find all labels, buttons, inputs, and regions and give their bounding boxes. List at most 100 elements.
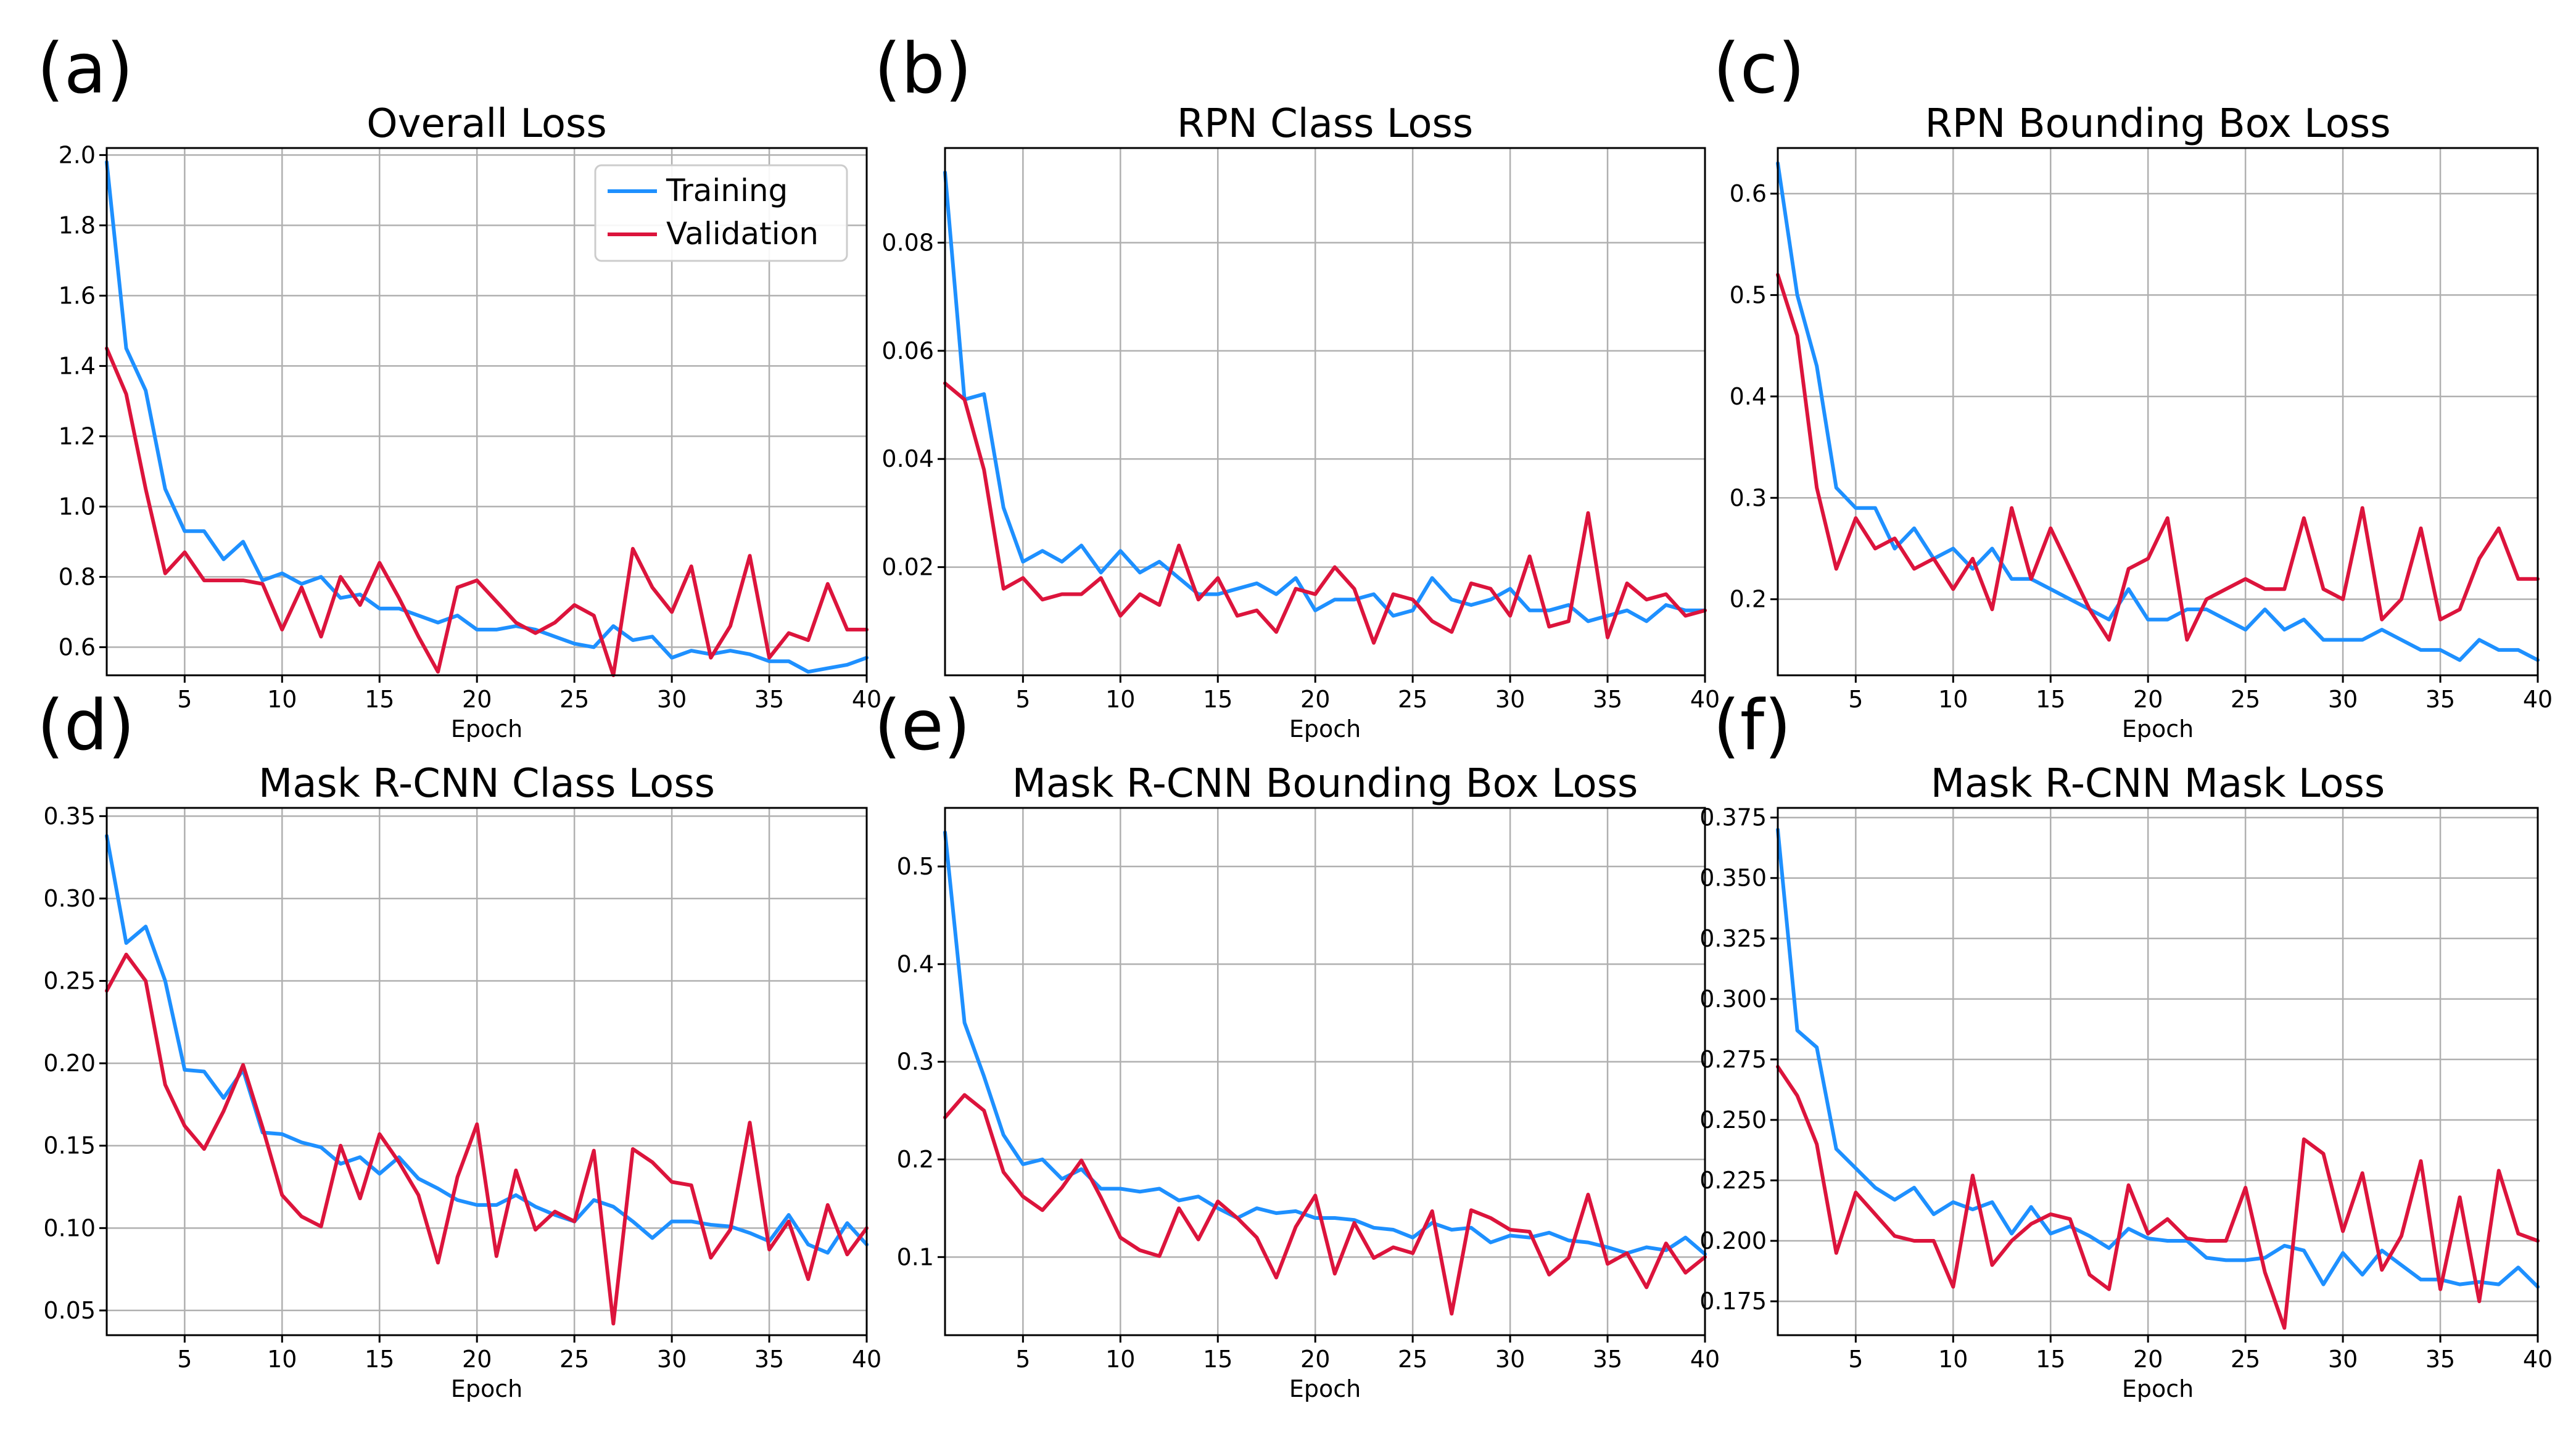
y-tick-label: 0.200 (1699, 1227, 1767, 1254)
panel-letter: (c) (1713, 29, 1805, 109)
x-axis-label: Epoch (451, 1375, 522, 1402)
x-tick-label: 35 (2425, 1346, 2455, 1373)
x-tick-label: 15 (2036, 686, 2065, 713)
x-tick-label: 5 (1015, 1346, 1030, 1373)
x-tick-label: 15 (1203, 1346, 1232, 1373)
y-tick-label: 0.2 (1730, 586, 1767, 613)
x-tick-label: 15 (2036, 1346, 2065, 1373)
x-tick-label: 30 (1495, 1346, 1525, 1373)
panel-a: 5 10 15 20 25 30 35 40 0.6 0.8 1.0 1.2 1.4 1.6 1.8 2.0 E… (37, 29, 881, 743)
validation-series-line (1776, 273, 2540, 642)
axes-frame (105, 807, 868, 1336)
y-tick-label: 0.15 (43, 1132, 96, 1159)
x-tick-label: 20 (462, 1346, 492, 1373)
y-tick-label: 0.30 (43, 885, 96, 912)
x-tick-label: 20 (1300, 1346, 1330, 1373)
y-tick-label: 1.0 (59, 493, 96, 520)
legend: Training Validation (594, 164, 848, 262)
x-tick-label: 10 (267, 686, 297, 713)
x-tick-label: 30 (657, 1346, 687, 1373)
y-tick-label: 1.2 (59, 422, 96, 450)
chart-title: Overall Loss (366, 101, 606, 147)
x-tick-label: 5 (1848, 686, 1863, 713)
x-tick-label: 40 (2523, 1346, 2553, 1373)
panel-letter: (e) (874, 686, 970, 766)
y-tick-label: 1.8 (59, 212, 96, 239)
x-tick-label: 25 (1398, 1346, 1427, 1373)
y-tick-label: 0.4 (897, 950, 934, 977)
x-tick-label: 30 (1495, 686, 1525, 713)
x-axis-label: Epoch (1289, 1375, 1361, 1402)
x-axis-label: Epoch (2122, 715, 2194, 743)
axes-frame (105, 147, 868, 677)
y-tick-label: 0.325 (1699, 925, 1767, 952)
y-tick-label: 0.350 (1699, 865, 1767, 892)
x-tick-label: 25 (2231, 1346, 2260, 1373)
y-tick-label: 0.5 (1730, 281, 1767, 308)
panel-c: 5 10 15 20 25 30 35 40 0.2 0.3 0.4 0.5 0.6 Epoch RPN B… (1713, 29, 2553, 743)
y-tick-label: 0.175 (1699, 1288, 1767, 1315)
chart-title: RPN Class Loss (1177, 101, 1473, 147)
y-tick-label: 0.225 (1699, 1167, 1767, 1194)
x-tick-label: 40 (852, 686, 881, 713)
y-tick-label: 0.5 (897, 853, 934, 880)
legend-validation-label: Validation (666, 216, 819, 252)
chart-title: Mask R-CNN Mask Loss (1931, 761, 2385, 807)
panel-letter: (b) (874, 29, 972, 109)
y-tick-label: 0.6 (59, 633, 96, 660)
y-tick-label: 0.25 (43, 968, 96, 995)
training-series-line (1776, 828, 2540, 1289)
x-tick-label: 35 (754, 686, 784, 713)
validation-series-line (105, 952, 869, 1326)
chart-title: RPN Bounding Box Loss (1925, 101, 2390, 147)
axes-frame (1777, 147, 2539, 677)
x-tick-label: 25 (559, 1346, 589, 1373)
x-tick-label: 10 (267, 1346, 297, 1373)
chart-title: Mask R-CNN Class Loss (258, 761, 715, 807)
y-tick-label: 0.250 (1699, 1106, 1767, 1134)
x-tick-label: 10 (1938, 1346, 1968, 1373)
y-tick-label: 0.20 (43, 1050, 96, 1077)
x-tick-label: 5 (1848, 1346, 1863, 1373)
x-tick-label: 15 (365, 686, 394, 713)
validation-series-line (105, 346, 869, 677)
x-tick-label: 5 (177, 1346, 192, 1373)
y-tick-label: 0.1 (897, 1243, 934, 1270)
x-tick-label: 20 (1300, 686, 1330, 713)
axes-frame (944, 807, 1706, 1336)
x-tick-label: 20 (2133, 686, 2163, 713)
x-tick-label: 30 (2328, 1346, 2358, 1373)
y-tick-label: 0.8 (59, 563, 96, 590)
panel-letter: (d) (37, 686, 134, 766)
x-tick-label: 30 (657, 686, 687, 713)
axes-frame (944, 147, 1706, 677)
x-tick-label: 20 (2133, 1346, 2163, 1373)
training-series-line (1776, 161, 2540, 662)
y-tick-label: 0.3 (1730, 484, 1767, 511)
y-tick-label: 0.2 (897, 1146, 934, 1173)
x-tick-label: 40 (1690, 686, 1720, 713)
x-axis-label: Epoch (2122, 1375, 2194, 1402)
x-tick-label: 35 (1593, 1346, 1622, 1373)
x-tick-label: 15 (1203, 686, 1232, 713)
y-tick-label: 0.10 (43, 1214, 96, 1241)
y-tick-label: 0.6 (1730, 180, 1767, 207)
y-tick-label: 0.35 (43, 802, 96, 829)
x-tick-label: 35 (1593, 686, 1622, 713)
panel-b: 5 10 15 20 25 30 35 40 0.02 0.04 0.06 0.08 Epoch RPN … (874, 29, 1720, 743)
training-series-line (943, 170, 1707, 623)
y-tick-label: 0.4 (1730, 383, 1767, 410)
chart-title: Mask R-CNN Bounding Box Loss (1012, 761, 1638, 807)
x-tick-label: 10 (1105, 686, 1135, 713)
x-tick-label: 40 (852, 1346, 881, 1373)
y-tick-label: 0.02 (881, 554, 934, 581)
y-tick-label: 1.4 (59, 352, 96, 379)
x-axis-label: Epoch (451, 715, 522, 743)
x-tick-label: 30 (2328, 686, 2358, 713)
x-tick-label: 40 (2523, 686, 2553, 713)
y-tick-label: 1.6 (59, 282, 96, 309)
y-tick-label: 0.375 (1699, 804, 1767, 831)
y-tick-label: 0.300 (1699, 986, 1767, 1013)
panel-letter: (f) (1713, 686, 1791, 766)
